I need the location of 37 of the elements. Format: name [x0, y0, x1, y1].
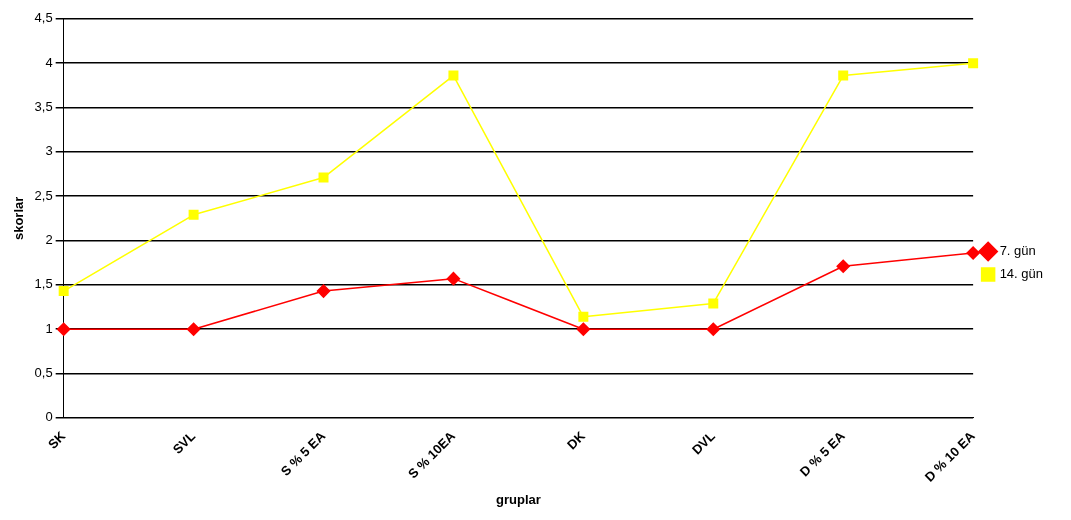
x-tick-label: DVL — [688, 428, 718, 458]
y-tick-label: 0 — [45, 409, 53, 425]
y-tick-label: 3 — [45, 143, 53, 159]
point — [448, 70, 459, 81]
point — [188, 209, 199, 220]
point — [706, 322, 721, 336]
point — [186, 322, 201, 336]
point — [446, 271, 461, 286]
point — [58, 286, 69, 297]
x-tick-label: S % 5 EA — [277, 428, 329, 479]
y-axis-title: skorlar — [11, 196, 27, 241]
legend-label: 14. gün — [999, 266, 1043, 282]
y-tick-label: 1,5 — [34, 276, 53, 292]
point — [318, 172, 329, 183]
y-tick-label: 4,5 — [34, 10, 53, 26]
point — [838, 70, 849, 81]
point — [836, 259, 850, 273]
x-tick-label: DK — [564, 428, 589, 453]
point — [708, 298, 719, 309]
point — [316, 284, 331, 298]
x-axis-title: gruplar — [496, 491, 541, 507]
y-tick-label: 2,5 — [34, 187, 53, 203]
x-tick-label: SK — [44, 428, 69, 452]
x-tick-label: D % 5 EA — [796, 428, 849, 480]
point — [56, 322, 71, 336]
x-tick-label: D % 10 EA — [921, 428, 979, 485]
y-tick-label: 3,5 — [34, 99, 53, 115]
y-tick-label: 1 — [45, 320, 53, 336]
legend-label: 7. gün — [999, 243, 1036, 259]
x-tick-label: SVL — [169, 428, 199, 457]
point — [576, 322, 591, 336]
point — [968, 58, 979, 69]
point — [966, 246, 980, 260]
point — [578, 311, 589, 322]
y-tick-label: 4 — [45, 54, 53, 70]
y-tick-label: 2 — [45, 232, 53, 248]
y-tick-label: 0,5 — [34, 365, 53, 381]
